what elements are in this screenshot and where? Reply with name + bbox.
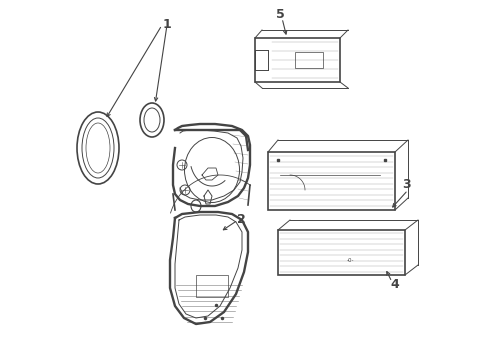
Text: 3: 3: [402, 178, 411, 191]
Text: 5: 5: [275, 8, 284, 21]
Text: -0-: -0-: [346, 258, 354, 263]
Text: 1: 1: [163, 18, 172, 31]
Text: 2: 2: [237, 213, 246, 226]
Bar: [295, 52, 323, 68]
Bar: [196, 275, 228, 297]
Text: 4: 4: [390, 278, 399, 291]
